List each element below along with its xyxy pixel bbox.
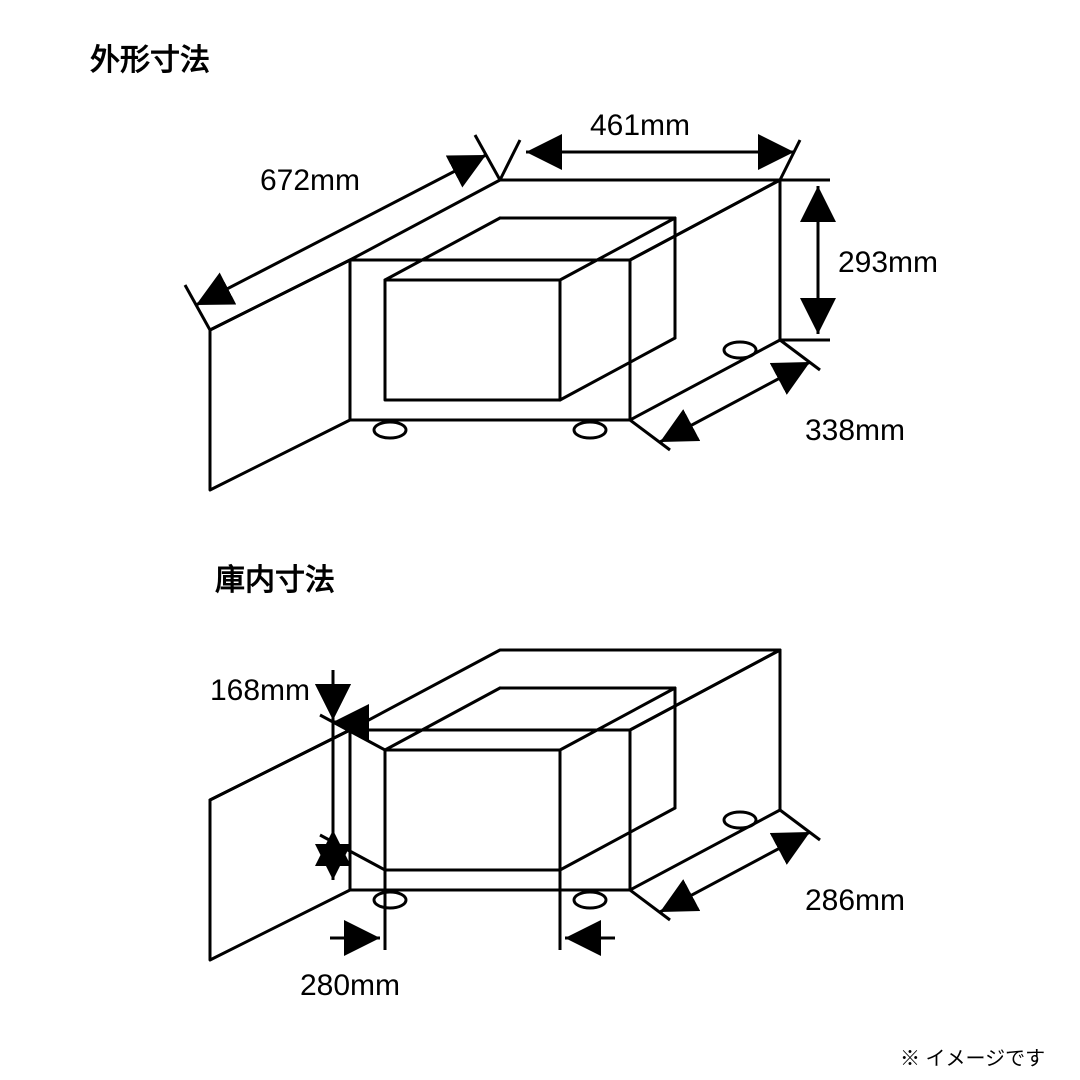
outer-width-label: 461mm xyxy=(590,109,690,142)
outer-height-label: 293mm xyxy=(838,246,938,279)
inner-height-label: 168mm xyxy=(210,674,310,707)
outer-depth-label: 338mm xyxy=(805,414,905,447)
outer-figure: 外形寸法 xyxy=(90,44,938,490)
inner-title: 庫内寸法 xyxy=(215,564,335,597)
outer-title: 外形寸法 xyxy=(90,44,210,77)
inner-width-label: 280mm xyxy=(300,969,400,1002)
dimension-diagram: 外形寸法 xyxy=(0,0,1080,1080)
inner-figure: 庫内寸法 xyxy=(210,564,905,1002)
outer-width-door-label: 672mm xyxy=(260,164,360,197)
note-label: ※ イメージです xyxy=(900,1048,1045,1070)
inner-depth-label: 286mm xyxy=(805,884,905,917)
